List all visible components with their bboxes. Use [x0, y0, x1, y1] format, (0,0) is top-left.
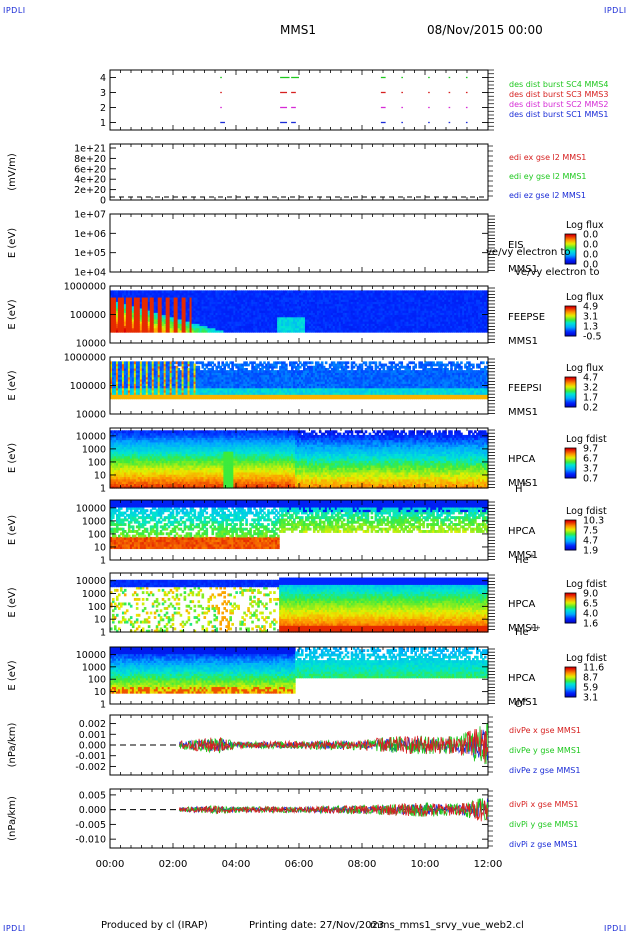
- feepsi-spectrogram: [110, 361, 489, 399]
- feepse-instrument-label: FEEPSE: [508, 312, 545, 323]
- feepsi-pixel: [198, 366, 201, 369]
- edi-ytick-label: 6e+20: [74, 164, 106, 175]
- eis-species-label: ve/vy electron to: [486, 247, 571, 258]
- edi-frame: [110, 144, 488, 200]
- feepse-spacecraft-label: MMS1: [508, 336, 538, 347]
- feepse-colorbar-tick-label: -0.5: [583, 332, 602, 343]
- eis-ytick-label: 1e+05: [74, 248, 106, 259]
- burst-legend-entry: des dist burst SC3 MMS3: [509, 90, 608, 99]
- edi-legend-entry: edi ey gse l2 MMS1: [509, 172, 587, 181]
- feepse-ytick-label: 1000000: [64, 282, 106, 293]
- burst-frame: [110, 70, 488, 130]
- edi-ytick-label: 8e+20: [74, 154, 106, 165]
- eis-ylabel: E (eV): [7, 228, 18, 258]
- eis-ytick-label: 1e+06: [74, 229, 106, 240]
- burst-legend-entry: des dist burst SC2 MMS2: [509, 100, 608, 109]
- burst-ytick-label: 3: [100, 88, 106, 99]
- eis-frame: [110, 214, 488, 272]
- edi-ylabel: (mV/m): [7, 153, 18, 191]
- feepse-spectrogram: [110, 290, 489, 332]
- feepse-ytick-label: 10000: [76, 339, 106, 350]
- feepse-ylabel: E (eV): [7, 299, 18, 329]
- eis-ytick-label: 1e+07: [74, 210, 106, 221]
- eis-colorbar-tick-label: 0.0: [583, 260, 598, 271]
- edi-ytick-label: 4e+20: [74, 175, 106, 186]
- burst-ytick-label: 2: [100, 103, 106, 114]
- edi-ytick-label: 1e+21: [74, 144, 106, 155]
- burst-ytick-label: 4: [100, 73, 106, 84]
- edi-ytick-label: 2e+20: [74, 185, 106, 196]
- feepse-ytick-label: 100000: [70, 310, 106, 321]
- eis-ytick-label: 1e+04: [74, 268, 106, 279]
- burst-legend-entry: des dist burst SC1 MMS1: [509, 110, 608, 119]
- burst-ytick-label: 1: [100, 118, 106, 129]
- edi-ytick-label: 0: [100, 196, 106, 207]
- edi-legend-entry: edi ex gse l2 MMS1: [509, 153, 586, 162]
- burst-legend-entry: des dist burst SC4 MMS4: [509, 80, 608, 89]
- edi-legend-entry: edi ez gse l2 MMS1: [509, 191, 586, 200]
